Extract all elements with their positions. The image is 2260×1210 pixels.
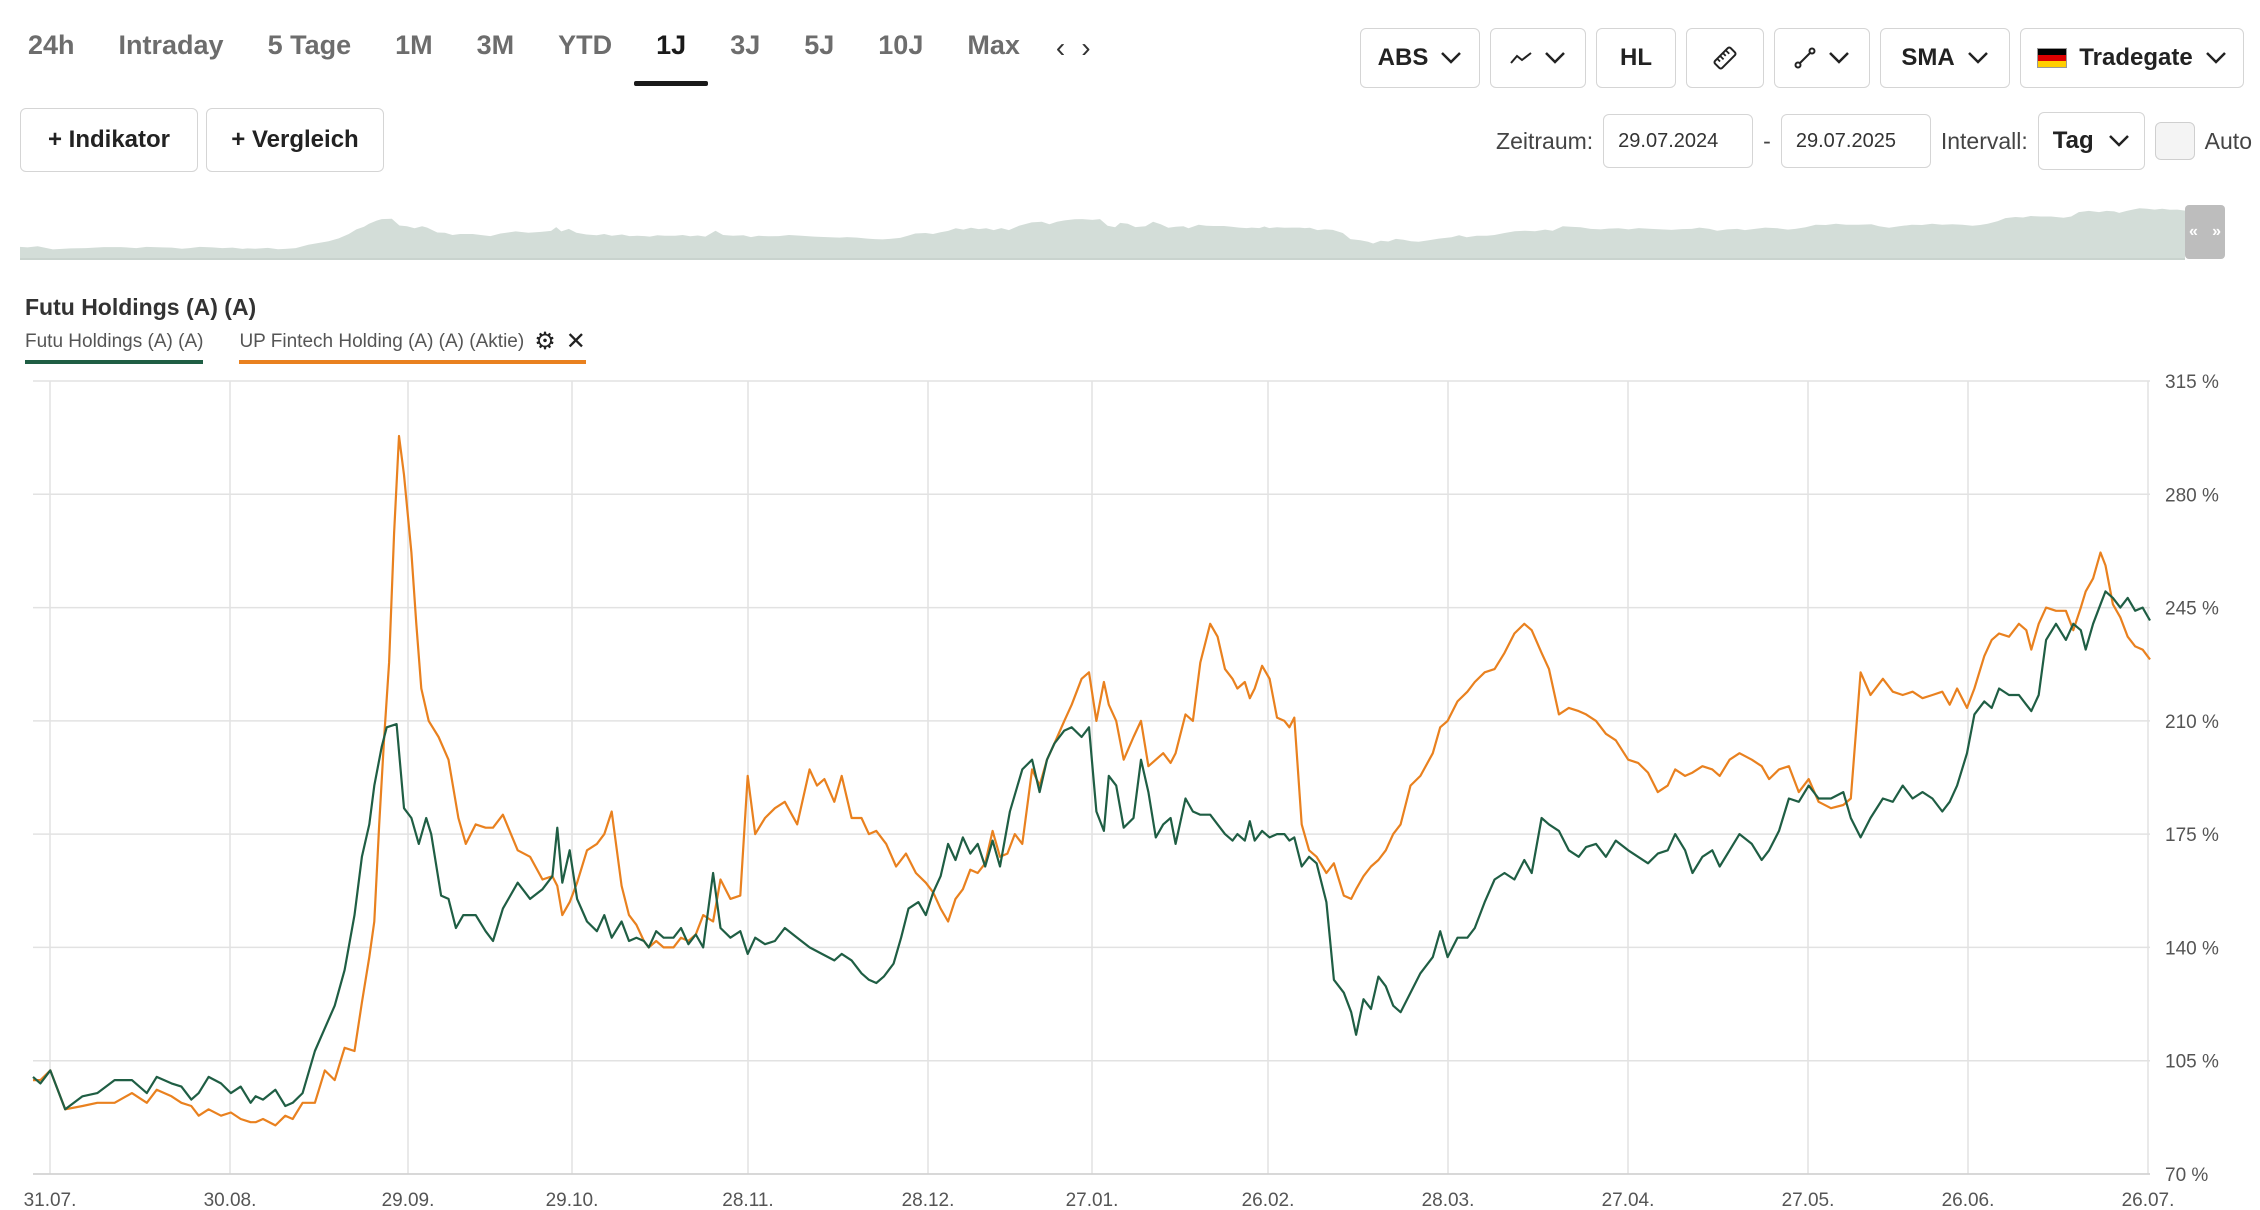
chevron-down-icon	[1967, 52, 1988, 64]
x-tick-label: 26.07.	[2122, 1190, 2175, 1210]
draw-tool-dropdown[interactable]	[1774, 28, 1870, 88]
add-indicator-button[interactable]: + Indikator	[20, 108, 198, 172]
date-from-input[interactable]: 29.07.2024	[1603, 114, 1754, 168]
ruler-icon	[1713, 46, 1737, 70]
series-line	[33, 434, 2151, 1127]
x-tick-label: 27.05.	[1782, 1190, 1835, 1210]
chart-title: Futu Holdings (A) (A)	[25, 294, 257, 320]
x-tick-label: 27.01.	[1066, 1190, 1119, 1210]
x-tick-label: 27.04.	[1602, 1190, 1655, 1210]
x-tick-label: 29.10.	[546, 1190, 599, 1210]
intervall-label: Intervall:	[1940, 127, 2028, 154]
y-tick-label: 245 %	[2165, 599, 2219, 620]
chevron-down-icon	[1441, 52, 1462, 64]
y-tick-label: 140 %	[2165, 938, 2219, 959]
tab-5-tage[interactable]: 5 Tage	[267, 30, 352, 60]
y-tick-label: 175 %	[2165, 825, 2219, 846]
legend-label: Futu Holdings (A) (A)	[25, 331, 204, 352]
line-chart-icon	[1510, 52, 1532, 64]
chevron-down-icon	[1545, 52, 1565, 64]
x-tick-label: 28.12.	[902, 1190, 955, 1210]
chevron-left-icon[interactable]: ‹	[1055, 32, 1066, 63]
x-tick-label: 31.07.	[24, 1190, 77, 1210]
x-tick-label: 28.11.	[722, 1190, 773, 1210]
tab-3j[interactable]: 3J	[730, 30, 761, 60]
auto-checkbox[interactable]	[2154, 122, 2195, 160]
navigator-handle[interactable]: « »	[2185, 205, 2225, 259]
range-navigator[interactable]: « »	[20, 195, 2225, 260]
tab-5j[interactable]: 5J	[804, 30, 835, 60]
tab-10j[interactable]: 10J	[878, 30, 924, 60]
zeitraum-label: Zeitraum:	[1496, 127, 1594, 154]
range-tabs: 24h Intraday 5 Tage 1M 3M YTD 1J 3J 5J 1…	[20, 20, 1091, 88]
comparison-line-chart: 315 % 280 % 245 % 210 % 175 % 140 % 105 % 70 % 3…	[24, 372, 2219, 1210]
tab-24h[interactable]: 24h	[28, 30, 75, 60]
x-tick-label: 30.08.	[204, 1190, 257, 1210]
x-tick-label: 26.06.	[1942, 1190, 1995, 1210]
chevron-right-icon[interactable]: ›	[1081, 32, 1091, 63]
tab-max[interactable]: Max	[967, 30, 1020, 60]
date-separator: -	[1763, 127, 1771, 154]
x-tick-label: 28.03.	[1422, 1190, 1475, 1210]
chevron-down-icon	[2205, 52, 2226, 64]
series-line	[32, 590, 2151, 1111]
sma-label: SMA	[1901, 44, 1955, 71]
period-controls: Zeitraum: 29.07.2024 - 29.07.2025 Interv…	[1496, 112, 2252, 170]
range-arrows: ‹ ›	[1042, 20, 1091, 64]
chart-type-dropdown[interactable]	[1490, 28, 1586, 88]
auto-label: Auto	[2204, 127, 2252, 154]
date-to-input[interactable]: 29.07.2025	[1780, 114, 1931, 168]
chart-toolbar: ABS HL SMA Tradegate	[1360, 28, 2244, 88]
legend-label: UP Fintech Holding (A) (A) (Aktie)	[239, 331, 525, 352]
tab-1j[interactable]: 1J	[634, 20, 709, 86]
abs-dropdown[interactable]: ABS	[1360, 28, 1480, 88]
navigator-area-fill	[20, 208, 2185, 260]
chevron-down-icon	[2108, 135, 2129, 147]
y-tick-label: 210 %	[2165, 712, 2219, 733]
gear-icon[interactable]: ⚙	[534, 328, 556, 355]
interval-dropdown[interactable]: Tag	[2037, 112, 2145, 170]
double-chevron-right-icon: »	[2212, 223, 2221, 240]
tab-1m[interactable]: 1M	[395, 30, 433, 60]
navigator-area	[20, 208, 2185, 260]
y-tick-label: 70 %	[2165, 1165, 2208, 1186]
tab-3m[interactable]: 3M	[476, 30, 515, 60]
legend-item-up-fintech[interactable]: UP Fintech Holding (A) (A) (Aktie) ⚙ ✕	[239, 328, 586, 364]
y-tick-label: 105 %	[2165, 1052, 2219, 1073]
x-tick-label: 26.02.	[1242, 1190, 1295, 1210]
add-comparison-button[interactable]: + Vergleich	[206, 108, 384, 172]
ruler-button[interactable]	[1686, 28, 1764, 88]
german-flag-icon	[2037, 48, 2068, 68]
x-tick-label: 29.09.	[382, 1190, 435, 1210]
close-icon[interactable]: ✕	[565, 328, 586, 355]
tab-intraday[interactable]: Intraday	[118, 30, 224, 60]
sma-dropdown[interactable]: SMA	[1880, 28, 2010, 88]
abs-label: ABS	[1377, 44, 1429, 71]
y-tick-label: 280 %	[2165, 485, 2219, 506]
chart-legend: Futu Holdings (A) (A) UP Fintech Holding…	[25, 330, 586, 364]
tab-ytd[interactable]: YTD	[558, 30, 613, 60]
exchange-dropdown[interactable]: Tradegate	[2020, 28, 2244, 88]
double-chevron-left-icon: «	[2189, 223, 2198, 240]
hl-label: HL	[1620, 44, 1652, 71]
y-tick-label: 315 %	[2165, 372, 2219, 393]
chevron-down-icon	[1829, 52, 1849, 64]
legend-item-futu[interactable]: Futu Holdings (A) (A)	[25, 330, 204, 364]
interval-value: Tag	[2052, 127, 2094, 154]
exchange-label: Tradegate	[2079, 44, 2193, 71]
hl-button[interactable]: HL	[1596, 28, 1676, 88]
trendline-icon	[1794, 47, 1816, 69]
